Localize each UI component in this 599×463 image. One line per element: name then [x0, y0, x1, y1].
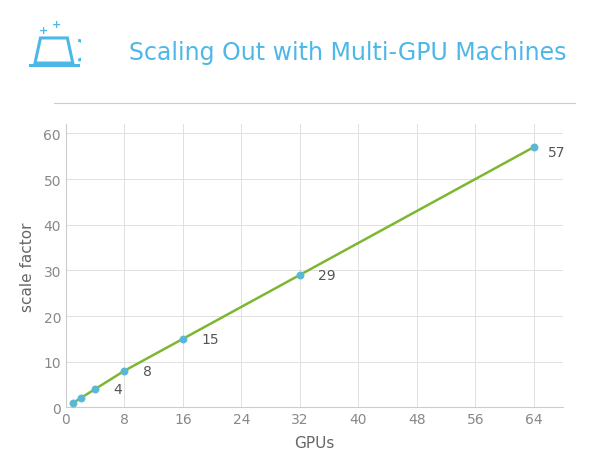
Point	[178, 335, 187, 343]
Text: 4: 4	[113, 382, 122, 396]
Text: +: +	[38, 25, 48, 36]
Text: +: +	[52, 20, 61, 30]
Text: 29: 29	[318, 269, 336, 282]
Point	[90, 386, 100, 393]
Point	[68, 399, 78, 407]
Point	[295, 272, 305, 279]
Text: 15: 15	[201, 332, 219, 346]
Point	[75, 394, 85, 402]
X-axis label: GPUs: GPUs	[294, 435, 335, 450]
Point	[120, 367, 129, 375]
Text: Scaling Out with Multi-GPU Machines: Scaling Out with Multi-GPU Machines	[129, 41, 566, 65]
Text: 57: 57	[549, 145, 566, 159]
Text: 8: 8	[143, 364, 152, 378]
Y-axis label: scale factor: scale factor	[20, 222, 35, 311]
Point	[529, 144, 539, 151]
